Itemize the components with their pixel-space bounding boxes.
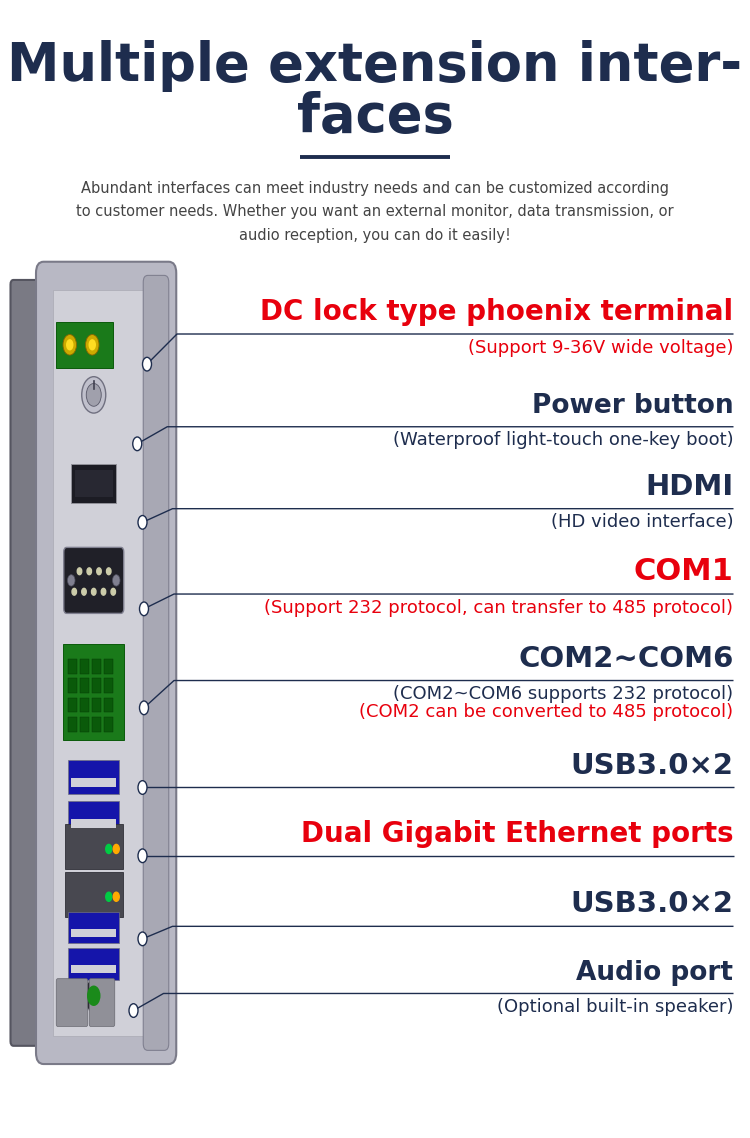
Bar	[68, 717, 76, 732]
Text: Power button: Power button	[532, 393, 734, 419]
FancyBboxPatch shape	[143, 275, 169, 1050]
Circle shape	[142, 357, 152, 371]
Circle shape	[113, 892, 119, 901]
Bar	[80, 659, 88, 674]
Circle shape	[106, 892, 112, 901]
Bar	[68, 698, 76, 712]
FancyBboxPatch shape	[64, 547, 124, 613]
Bar	[68, 659, 76, 674]
FancyBboxPatch shape	[89, 979, 115, 1026]
Circle shape	[82, 588, 86, 595]
Bar	[104, 698, 112, 712]
Text: (Support 232 protocol, can transfer to 485 protocol): (Support 232 protocol, can transfer to 4…	[265, 599, 734, 617]
Text: (Support 9-36V wide voltage): (Support 9-36V wide voltage)	[468, 339, 734, 356]
Bar	[68, 678, 76, 693]
Bar	[71, 778, 116, 787]
Circle shape	[63, 335, 76, 355]
Circle shape	[138, 932, 147, 946]
FancyBboxPatch shape	[10, 280, 49, 1046]
Bar	[92, 678, 100, 693]
FancyBboxPatch shape	[63, 644, 124, 740]
Circle shape	[82, 377, 106, 413]
Circle shape	[106, 568, 111, 575]
Text: USB3.0×2: USB3.0×2	[571, 751, 734, 780]
Text: USB3.0×2: USB3.0×2	[571, 890, 734, 918]
Circle shape	[133, 437, 142, 451]
FancyBboxPatch shape	[36, 262, 176, 1064]
Bar	[71, 929, 116, 937]
Circle shape	[111, 588, 116, 595]
Bar	[53, 290, 148, 1036]
Bar	[71, 965, 116, 973]
Circle shape	[138, 849, 147, 863]
FancyBboxPatch shape	[68, 948, 119, 980]
Bar	[104, 659, 112, 674]
FancyBboxPatch shape	[64, 872, 123, 917]
Circle shape	[66, 339, 74, 351]
Text: COM2~COM6: COM2~COM6	[518, 644, 734, 673]
FancyBboxPatch shape	[68, 760, 119, 794]
Bar	[80, 717, 88, 732]
Circle shape	[106, 844, 112, 854]
Text: (COM2 can be converted to 485 protocol): (COM2 can be converted to 485 protocol)	[359, 703, 734, 721]
Circle shape	[140, 701, 148, 715]
Text: HDMI: HDMI	[645, 472, 734, 501]
Text: faces: faces	[296, 91, 454, 143]
Circle shape	[86, 384, 101, 406]
Bar	[80, 698, 88, 712]
Text: Audio port: Audio port	[577, 959, 734, 986]
Circle shape	[92, 588, 96, 595]
Circle shape	[88, 339, 96, 351]
Bar	[75, 470, 112, 497]
Circle shape	[83, 980, 104, 1012]
Bar	[71, 819, 116, 828]
Text: DC lock type phoenix terminal: DC lock type phoenix terminal	[260, 298, 734, 325]
Bar	[80, 678, 88, 693]
Text: (Waterproof light-touch one-key boot): (Waterproof light-touch one-key boot)	[393, 431, 734, 450]
Circle shape	[129, 1004, 138, 1017]
Circle shape	[101, 588, 106, 595]
FancyBboxPatch shape	[56, 322, 113, 368]
Circle shape	[138, 781, 147, 794]
Circle shape	[138, 516, 147, 529]
Circle shape	[112, 575, 120, 586]
Text: Multiple extension inter-: Multiple extension inter-	[8, 40, 742, 92]
Bar	[92, 659, 100, 674]
Text: (Optional built-in speaker): (Optional built-in speaker)	[497, 998, 734, 1016]
Bar	[92, 698, 100, 712]
Circle shape	[97, 568, 101, 575]
Circle shape	[140, 602, 148, 616]
Text: (COM2~COM6 supports 232 protocol): (COM2~COM6 supports 232 protocol)	[393, 685, 734, 703]
Text: Abundant interfaces can meet industry needs and can be customized according
to c: Abundant interfaces can meet industry ne…	[76, 181, 674, 242]
FancyBboxPatch shape	[68, 801, 119, 835]
Circle shape	[86, 335, 99, 355]
Circle shape	[87, 986, 100, 1006]
Circle shape	[77, 568, 82, 575]
Circle shape	[72, 588, 76, 595]
Bar	[92, 717, 100, 732]
FancyBboxPatch shape	[64, 824, 123, 869]
Text: Dual Gigabit Ethernet ports: Dual Gigabit Ethernet ports	[301, 819, 734, 848]
Bar	[104, 678, 112, 693]
Text: (HD video interface): (HD video interface)	[550, 513, 734, 531]
FancyBboxPatch shape	[56, 979, 88, 1026]
Circle shape	[113, 844, 119, 854]
Bar	[104, 717, 112, 732]
FancyBboxPatch shape	[68, 912, 119, 943]
Circle shape	[68, 575, 75, 586]
FancyBboxPatch shape	[71, 464, 116, 503]
Circle shape	[87, 568, 92, 575]
Text: COM1: COM1	[634, 558, 734, 586]
